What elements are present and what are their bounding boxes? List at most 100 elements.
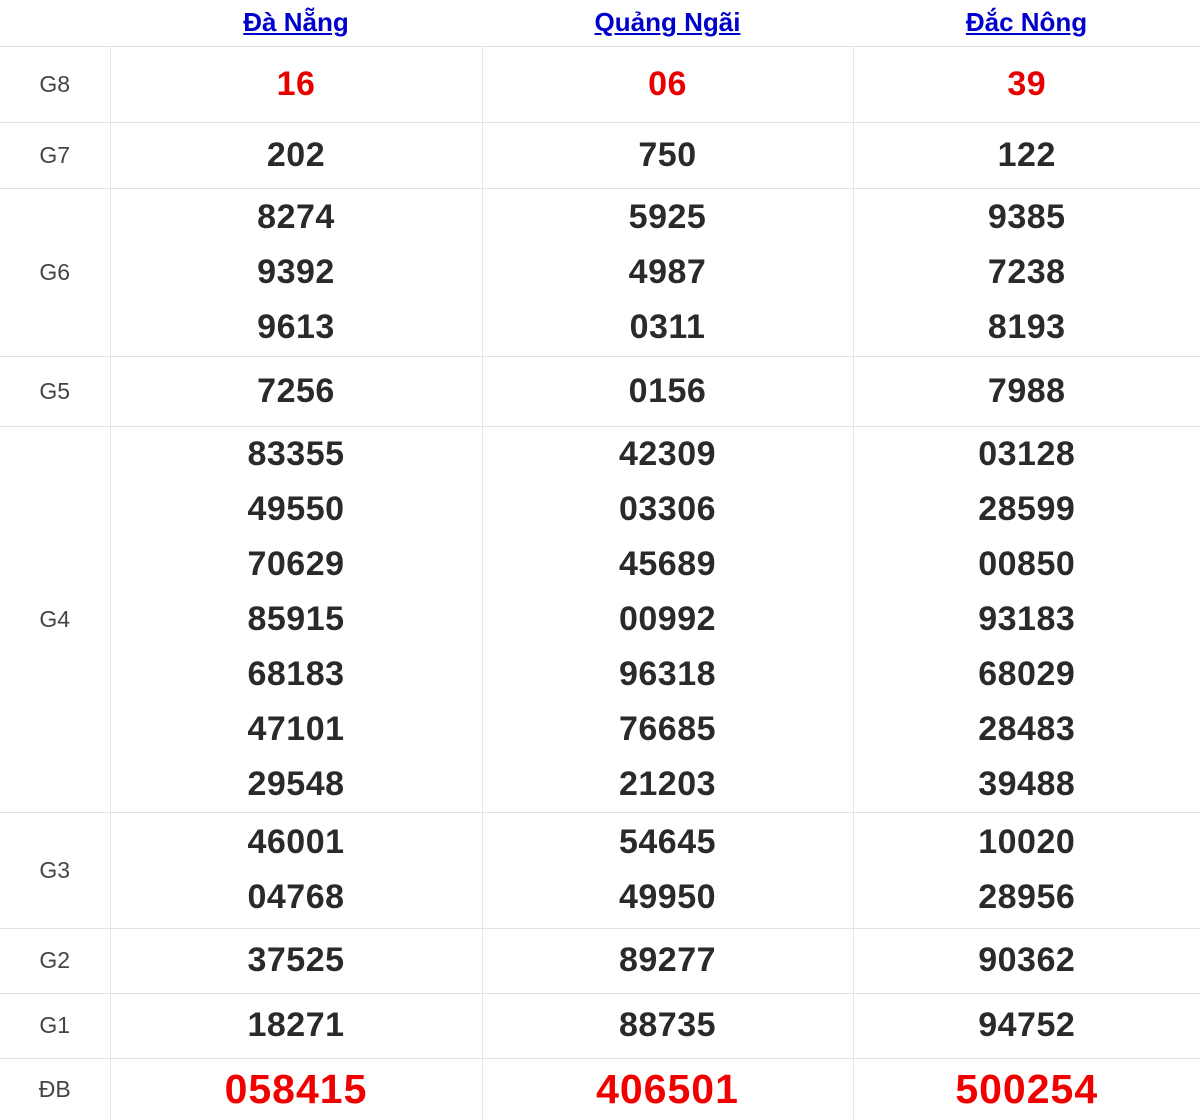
prize-number: 29548 <box>247 764 345 803</box>
results-body: G8 16 06 39 G7 202 750 122 G6 8274 9392 9613 5925 498… <box>0 46 1200 1120</box>
prize-cell-g5-da-nang: 7256 <box>110 356 483 427</box>
prize-number: 7988 <box>987 371 1066 410</box>
prize-cell-g7-da-nang: 202 <box>110 122 483 189</box>
prize-number: 406501 <box>596 1066 739 1112</box>
prize-number: 00992 <box>618 599 717 638</box>
prize-number: 88735 <box>618 1006 717 1044</box>
prize-label-g1: G1 <box>0 993 111 1059</box>
prize-cell-g6-da-nang: 8274 9392 9613 <box>110 188 483 357</box>
prize-number: 96318 <box>618 654 717 693</box>
province-header-quang-ngai: Quảng Ngãi <box>482 0 853 47</box>
prize-cell-db-da-nang: 058415 <box>110 1058 483 1120</box>
prize-number: 90362 <box>978 941 1076 979</box>
prize-number: 500254 <box>955 1066 1099 1112</box>
prize-cell-db-quang-ngai: 406501 <box>482 1058 854 1120</box>
prize-number: 03128 <box>978 434 1076 473</box>
prize-number: 058415 <box>224 1066 368 1112</box>
prize-number: 10020 <box>978 823 1076 861</box>
prize-number: 47101 <box>247 709 345 748</box>
prize-number: 202 <box>266 135 326 174</box>
prize-number: 9392 <box>257 252 335 291</box>
prize-number: 70629 <box>247 544 345 583</box>
prize-number: 76685 <box>618 709 717 748</box>
prize-number: 49550 <box>247 489 345 528</box>
prize-label-db: ĐB <box>0 1058 111 1120</box>
prize-cell-g3-quang-ngai: 54645 49950 <box>482 812 854 929</box>
prize-number: 45689 <box>618 544 717 583</box>
prize-cell-g4-dac-nong: 03128 28599 00850 93183 68029 28483 39488 <box>853 426 1200 813</box>
prize-cell-g8-da-nang: 16 <box>110 46 483 123</box>
prize-cell-g5-quang-ngai: 0156 <box>482 356 854 427</box>
prize-number: 7256 <box>257 371 335 410</box>
prize-cell-g1-da-nang: 18271 <box>110 993 483 1059</box>
prize-number: 9613 <box>257 307 335 346</box>
prize-number: 93183 <box>978 599 1076 638</box>
prize-cell-g6-dac-nong: 9385 7238 8193 <box>853 188 1200 357</box>
prize-number: 54645 <box>618 823 717 861</box>
prize-cell-g3-dac-nong: 10020 28956 <box>853 812 1200 929</box>
prize-label-g6: G6 <box>0 188 111 357</box>
prize-number: 9385 <box>987 197 1066 236</box>
prize-row-g4: G4 83355 49550 70629 85915 68183 47101 29548 423… <box>0 426 1200 813</box>
prize-number: 00850 <box>978 544 1076 583</box>
prize-number: 39 <box>1007 64 1047 103</box>
prize-row-g1: G1 18271 88735 94752 <box>0 993 1200 1059</box>
prize-cell-db-dac-nong: 500254 <box>853 1058 1200 1120</box>
prize-number: 49950 <box>618 878 717 916</box>
prize-label-g4: G4 <box>0 426 111 813</box>
prize-row-g7: G7 202 750 122 <box>0 122 1200 189</box>
prize-cell-g1-dac-nong: 94752 <box>853 993 1200 1059</box>
prize-number: 83355 <box>247 434 345 473</box>
prize-number: 68029 <box>978 654 1076 693</box>
province-link-dac-nong[interactable]: Đắc Nông <box>965 7 1088 38</box>
province-header-da-nang: Đà Nẵng <box>110 0 482 47</box>
header-row: Đà Nẵng Quảng Ngãi Đắc Nông <box>0 0 1200 47</box>
prize-number: 46001 <box>247 823 345 861</box>
prize-number: 0311 <box>629 307 706 346</box>
corner-cell <box>0 0 110 47</box>
prize-number: 28956 <box>978 878 1076 916</box>
prize-number: 4987 <box>628 252 707 291</box>
prize-cell-g1-quang-ngai: 88735 <box>482 993 854 1059</box>
prize-number: 21203 <box>618 764 717 803</box>
prize-cell-g5-dac-nong: 7988 <box>853 356 1200 427</box>
prize-cell-g2-da-nang: 37525 <box>110 928 483 994</box>
prize-cell-g8-dac-nong: 39 <box>853 46 1200 123</box>
prize-cell-g7-dac-nong: 122 <box>853 122 1200 189</box>
prize-number: 94752 <box>978 1006 1076 1044</box>
prize-label-g2: G2 <box>0 928 111 994</box>
prize-number: 18271 <box>247 1006 345 1044</box>
prize-number: 85915 <box>247 599 345 638</box>
prize-cell-g6-quang-ngai: 5925 4987 0311 <box>482 188 854 357</box>
prize-row-g5: G5 7256 0156 7988 <box>0 356 1200 427</box>
prize-number: 37525 <box>247 941 345 979</box>
prize-row-g6: G6 8274 9392 9613 5925 4987 0311 9385 7238 8193 <box>0 188 1200 357</box>
prize-label-g3: G3 <box>0 812 111 929</box>
prize-number: 06 <box>648 64 687 103</box>
prize-number: 122 <box>997 135 1056 174</box>
province-link-da-nang[interactable]: Đà Nẵng <box>243 7 349 38</box>
prize-number: 8193 <box>987 307 1066 346</box>
prize-cell-g2-dac-nong: 90362 <box>853 928 1200 994</box>
prize-number: 39488 <box>978 764 1076 803</box>
prize-cell-g4-da-nang: 83355 49550 70629 85915 68183 47101 29548 <box>110 426 483 813</box>
prize-number: 03306 <box>618 489 717 528</box>
province-link-quang-ngai[interactable]: Quảng Ngãi <box>594 7 741 38</box>
prize-number: 04768 <box>247 878 345 916</box>
prize-cell-g2-quang-ngai: 89277 <box>482 928 854 994</box>
prize-number: 7238 <box>987 252 1066 291</box>
prize-cell-g7-quang-ngai: 750 <box>482 122 854 189</box>
prize-number: 89277 <box>618 941 717 979</box>
prize-cell-g3-da-nang: 46001 04768 <box>110 812 483 929</box>
prize-number: 8274 <box>257 197 335 236</box>
prize-row-g3: G3 46001 04768 54645 49950 10020 28956 <box>0 812 1200 929</box>
prize-number: 68183 <box>247 654 345 693</box>
prize-label-g8: G8 <box>0 46 111 123</box>
prize-row-g2: G2 37525 89277 90362 <box>0 928 1200 994</box>
prize-number: 16 <box>276 64 316 103</box>
prize-label-g5: G5 <box>0 356 111 427</box>
prize-number: 28483 <box>978 709 1076 748</box>
prize-number: 5925 <box>628 197 707 236</box>
prize-number: 0156 <box>628 371 707 410</box>
